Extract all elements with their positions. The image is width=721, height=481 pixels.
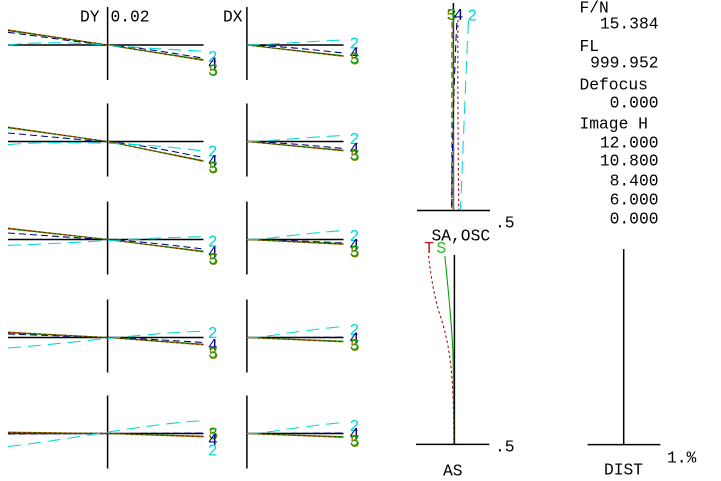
svg-text:2: 2 (350, 130, 360, 149)
svg-text:2: 2 (208, 442, 218, 461)
svg-text:4: 4 (208, 336, 218, 355)
svg-text:DIST: DIST (604, 461, 643, 480)
svg-text:5: 5 (209, 345, 219, 364)
svg-text:DY: DY (80, 8, 100, 27)
svg-text:2: 2 (208, 233, 218, 252)
svg-text:0.000: 0.000 (610, 94, 659, 113)
svg-text:1.%: 1.% (667, 449, 697, 468)
svg-text:0.000: 0.000 (610, 209, 659, 228)
svg-text:0.02: 0.02 (111, 8, 150, 27)
svg-text:4: 4 (350, 44, 360, 63)
svg-text:999.952: 999.952 (590, 53, 658, 72)
svg-text:3: 3 (350, 432, 360, 451)
svg-text:Image H: Image H (580, 115, 648, 134)
svg-text:4: 4 (350, 236, 360, 255)
svg-text:T: T (424, 239, 434, 258)
svg-text:2: 2 (467, 7, 477, 26)
svg-text:4: 4 (350, 329, 360, 348)
svg-text:3: 3 (208, 159, 218, 178)
svg-text:8.400: 8.400 (610, 172, 659, 191)
svg-text:2: 2 (350, 321, 360, 340)
svg-text:4: 4 (208, 152, 218, 171)
svg-text:5: 5 (350, 243, 360, 262)
svg-text:5: 5 (209, 251, 219, 270)
svg-text:4: 4 (208, 431, 218, 450)
svg-text:5: 5 (350, 337, 360, 356)
svg-text:3: 3 (208, 344, 218, 363)
svg-text:3: 3 (208, 425, 218, 444)
svg-text:6.000: 6.000 (610, 191, 659, 210)
svg-text:.5: .5 (495, 214, 515, 233)
svg-text:3: 3 (208, 61, 218, 80)
svg-text:4: 4 (350, 140, 360, 159)
svg-text:3: 3 (447, 6, 457, 25)
svg-text:DX: DX (223, 8, 243, 27)
svg-text:4: 4 (208, 54, 218, 73)
svg-text:3: 3 (350, 146, 360, 165)
svg-text:FL: FL (580, 37, 600, 56)
svg-text:2: 2 (208, 324, 218, 343)
svg-text:3: 3 (350, 336, 360, 355)
svg-text:3: 3 (350, 50, 360, 69)
svg-text:5: 5 (446, 6, 456, 25)
svg-text:Defocus: Defocus (580, 75, 648, 94)
svg-text:S: S (437, 239, 447, 258)
svg-text:12.000: 12.000 (600, 133, 659, 152)
svg-text:2: 2 (350, 227, 360, 246)
svg-text:5: 5 (209, 62, 219, 81)
svg-text:2: 2 (350, 417, 360, 436)
svg-text:.5: .5 (495, 438, 515, 457)
svg-text:3: 3 (208, 250, 218, 269)
svg-text:SA,OSC: SA,OSC (432, 227, 491, 246)
svg-text:10.800: 10.800 (600, 152, 659, 171)
svg-text:5: 5 (209, 425, 219, 444)
svg-text:15.384: 15.384 (600, 15, 659, 34)
svg-text:4: 4 (208, 244, 218, 263)
svg-text:2: 2 (208, 48, 218, 67)
svg-text:AS: AS (443, 462, 463, 481)
svg-text:5: 5 (209, 159, 219, 178)
svg-text:5: 5 (350, 147, 360, 166)
svg-text:2: 2 (350, 34, 360, 53)
svg-text:5: 5 (350, 433, 360, 452)
svg-text:4: 4 (350, 425, 360, 444)
svg-text:3: 3 (350, 243, 360, 262)
svg-text:F/N: F/N (580, 0, 609, 18)
svg-text:4: 4 (454, 6, 464, 25)
svg-text:5: 5 (350, 50, 360, 69)
svg-text:2: 2 (208, 143, 218, 162)
